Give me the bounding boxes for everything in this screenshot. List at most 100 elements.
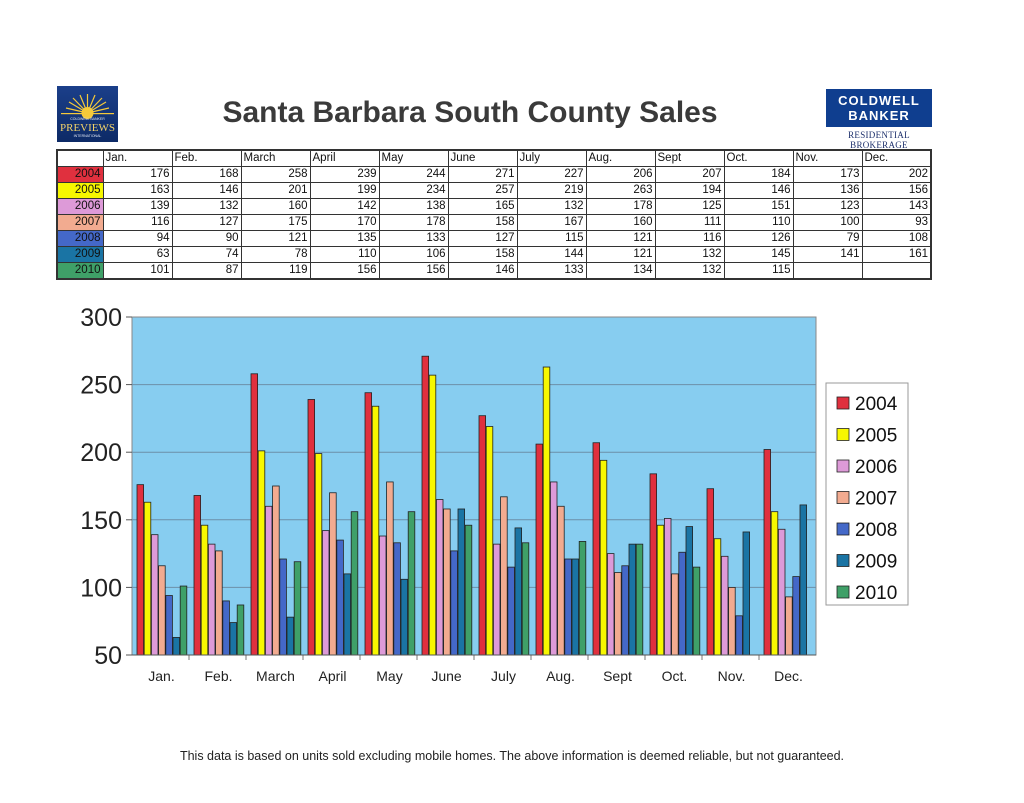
x-tick-label: May [376, 668, 402, 684]
bar-2004-6 [478, 415, 486, 656]
table-cell: 101 [102, 262, 173, 280]
bar-2004-4 [364, 392, 372, 656]
bar-2009-4 [400, 578, 408, 656]
table-cell: 263 [585, 182, 656, 199]
page-title: Santa Barbara South County Sales [222, 96, 718, 129]
table-cell: 119 [240, 262, 311, 280]
table-row: 2009 63 74 78 110 106 158 144 121 132 145 141 161 [56, 246, 932, 263]
table-cell: 165 [447, 198, 518, 215]
bar-2006-1 [207, 543, 216, 656]
table-cell: 93 [861, 214, 932, 231]
bar-2005-6 [485, 426, 494, 656]
table-cell: 145 [723, 246, 794, 263]
bar-2006-2 [264, 505, 273, 656]
bar-2010-4 [407, 511, 416, 656]
table-cell: 115 [723, 262, 794, 280]
bar-2008-2 [279, 558, 287, 656]
bar-2005-1 [200, 524, 209, 656]
bar-2005-8 [599, 459, 608, 656]
table-cell: 199 [309, 182, 380, 199]
bar-2010-8 [635, 543, 644, 656]
legend-label: 2009 [855, 552, 897, 573]
table-cell: 74 [171, 246, 242, 263]
x-tick-label: April [318, 668, 346, 684]
bar-2005-2 [257, 450, 266, 656]
bar-2009-8 [628, 543, 636, 656]
bar-2009-2 [286, 616, 294, 656]
bar-2006-10 [721, 555, 729, 656]
bar-2009-7 [571, 558, 579, 656]
previews-logo-line2: PREVIEWS [60, 122, 115, 134]
bar-2007-6 [500, 496, 508, 656]
bar-2006-11 [778, 528, 786, 656]
table-cell: 146 [447, 262, 518, 280]
bar-2005-10 [713, 538, 722, 656]
legend-swatch [836, 491, 850, 504]
table-cell: 141 [792, 246, 863, 263]
legend-swatch [836, 522, 850, 536]
bar-2006-9 [664, 518, 672, 656]
bar-2004-2 [250, 373, 258, 656]
table-cell: 158 [447, 246, 518, 263]
table-cell: 133 [516, 262, 587, 280]
table-cell: 121 [585, 246, 656, 263]
previews-logo-line1: COLDWELL BANKER [70, 117, 105, 121]
table-month-header: July [516, 149, 587, 167]
y-tick-label: 200 [80, 439, 122, 467]
bar-2004-7 [535, 443, 543, 656]
bar-2006-0 [150, 534, 159, 656]
bar-2005-3 [314, 453, 323, 656]
bar-2010-6 [521, 542, 530, 656]
coldwell-banker-logo: COLDWELL BANKER RESIDENTIAL BROKERAGE [826, 89, 932, 150]
bar-2008-9 [678, 551, 686, 656]
table-cell: 78 [240, 246, 311, 263]
bar-2007-0 [158, 565, 166, 656]
legend-label: 2006 [855, 457, 897, 478]
previews-logo-line3: INTERNATIONAL [74, 134, 102, 138]
table-cell: 121 [585, 230, 656, 247]
y-tick-label: 150 [80, 507, 122, 535]
bar-2010-9 [692, 566, 701, 656]
table-month-header: Sept [654, 149, 725, 167]
x-tick-label: Jan. [148, 668, 174, 684]
bar-2007-9 [671, 573, 679, 656]
table-cell: 126 [723, 230, 794, 247]
bar-2006-3 [321, 530, 330, 656]
bar-2004-3 [307, 399, 315, 656]
x-tick-label: Dec. [774, 668, 803, 684]
bar-2007-5 [443, 508, 451, 656]
y-tick-label: 100 [80, 574, 122, 602]
table-cell: 156 [309, 262, 380, 280]
bar-2007-7 [557, 505, 565, 656]
bar-2008-10 [735, 615, 743, 656]
bar-2009-1 [229, 622, 237, 656]
bar-2008-6 [507, 566, 515, 656]
bar-2006-7 [550, 481, 558, 656]
legend-swatch [836, 428, 850, 441]
legend-label: 2007 [855, 489, 897, 510]
bar-2008-3 [336, 539, 344, 656]
y-tick-label: 300 [80, 304, 122, 332]
bar-2005-5 [428, 374, 437, 656]
disclaimer-footnote: This data is based on units sold excludi… [179, 749, 845, 763]
table-row: 2006 139 132 160 142 138 165 132 178 125 151 123 143 [56, 198, 932, 215]
table-cell: 110 [723, 214, 794, 231]
bar-2006-8 [607, 553, 615, 656]
table-month-header: Jan. [102, 149, 173, 167]
bar-2007-2 [272, 485, 280, 656]
bar-2008-7 [564, 558, 572, 656]
y-tick-label: 250 [80, 372, 122, 400]
bar-2007-11 [785, 596, 793, 656]
bar-2005-7 [542, 366, 551, 656]
bar-2004-8 [592, 442, 600, 656]
table-cell: 111 [654, 214, 725, 231]
bar-2009-0 [172, 637, 180, 656]
bar-2010-3 [350, 511, 359, 656]
bar-2005-9 [656, 524, 665, 656]
coldwell-banker-logo-line3: RESIDENTIAL BROKERAGE [848, 130, 910, 150]
x-tick-label: Oct. [662, 668, 688, 684]
sales-data-table: Jan. Feb. March April May June July Aug. Sept Oct… [56, 149, 932, 280]
x-tick-label: Sept [603, 668, 632, 684]
bar-2008-0 [165, 595, 173, 656]
